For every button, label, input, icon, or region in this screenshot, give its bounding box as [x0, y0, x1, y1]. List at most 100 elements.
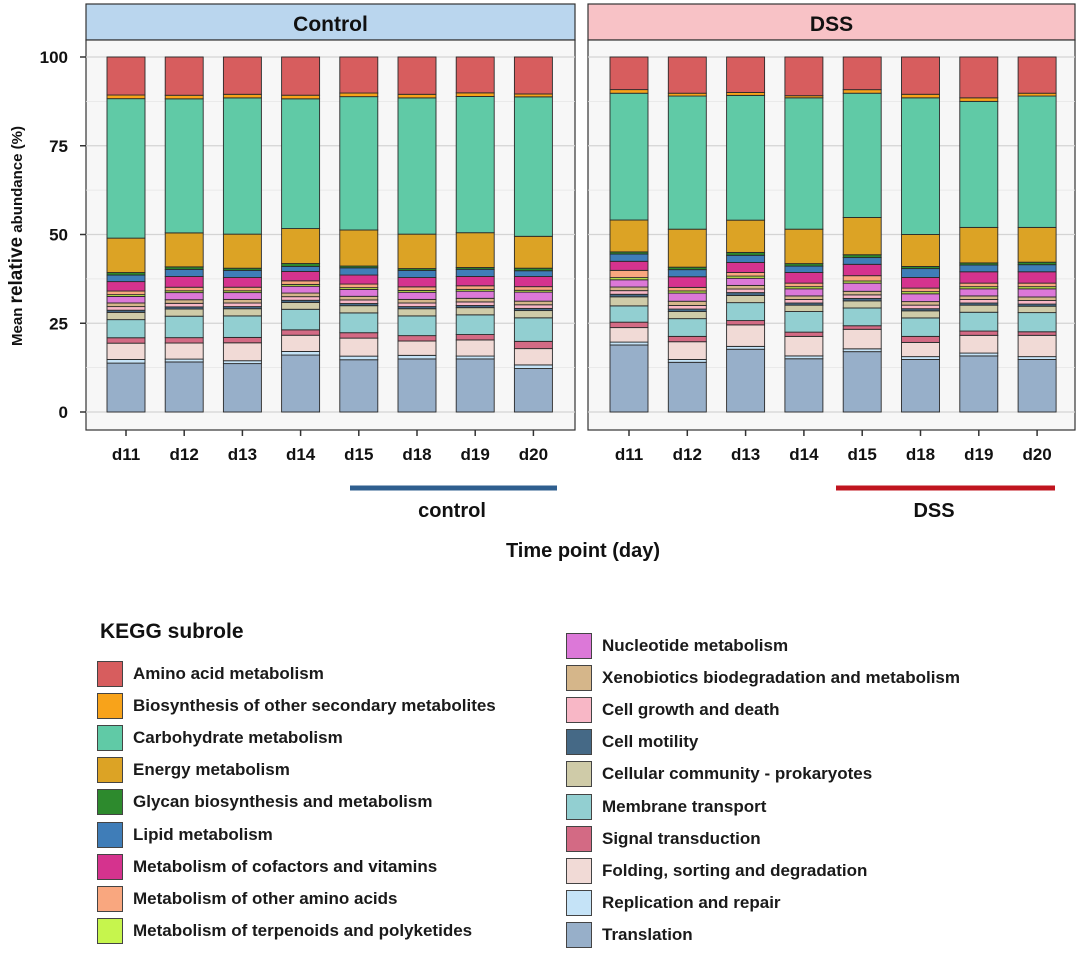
bar-segment-d18-replication-and-repair: [397, 354, 437, 360]
bar-segment-d18-metabolism-of-cofactors-and-vitamins: [397, 277, 437, 288]
bar-segment-d14-xenobiotics-biodegradation-and-metabolism: [784, 295, 824, 300]
legend-label: Lipid metabolism: [133, 824, 273, 844]
bar-segment-d20-energy-metabolism: [513, 235, 553, 269]
bar-segment-d13-membrane-transport: [726, 302, 766, 322]
bar-segment-d13-energy-metabolism: [726, 219, 766, 253]
legend-swatch: [97, 853, 123, 880]
bar-segment-d20-cellular-community-prokaryotes: [1017, 305, 1057, 314]
bar-segment-d20-metabolism-of-other-amino-acids: [513, 286, 553, 291]
bar-segment-d13-carbohydrate-metabolism: [222, 97, 262, 235]
bar-segment-d11-amino-acid-metabolism: [609, 56, 649, 91]
bar-segment-d13-amino-acid-metabolism: [726, 56, 766, 93]
legend-label: Cell growth and death: [602, 700, 780, 720]
bar-segment-d20-xenobiotics-biodegradation-and-metabolism: [1017, 296, 1057, 301]
bar-segment-d11-lipid-metabolism: [106, 274, 146, 283]
legend-swatch: [97, 917, 123, 944]
bar-segment-d13-translation: [726, 348, 766, 413]
x-tick-label-d20: d20: [519, 445, 548, 464]
bar-segment-d18-translation: [397, 358, 437, 413]
legend-swatch: [566, 665, 592, 692]
legend-label: Cell motility: [602, 732, 699, 752]
bar-segment-d20-xenobiotics-biodegradation-and-metabolism: [513, 300, 553, 306]
bar-segment-d20-metabolism-of-cofactors-and-vitamins: [513, 276, 553, 288]
bar-segment-d15-biosynthesis-of-other-secondary-metabolites: [842, 89, 882, 94]
legend-label: Carbohydrate metabolism: [133, 728, 343, 748]
bar-segment-d13-amino-acid-metabolism: [222, 56, 262, 95]
bar-segment-d11-metabolism-of-other-amino-acids: [106, 290, 146, 296]
legend-item: Nucleotide metabolism: [566, 632, 788, 660]
bar-segment-d12-metabolism-of-cofactors-and-vitamins: [667, 276, 707, 288]
bar-segment-d19-amino-acid-metabolism: [455, 56, 495, 94]
bar-segment-d13-lipid-metabolism: [222, 269, 262, 278]
x-tick-label-d18: d18: [402, 445, 431, 464]
bar-segment-d12-carbohydrate-metabolism: [164, 98, 204, 234]
bar-segment-d11-signal-transduction: [609, 321, 649, 329]
legend-swatch: [566, 825, 592, 852]
legend-item: Metabolism of other amino acids: [97, 885, 398, 913]
legend-label: Folding, sorting and degradation: [602, 860, 868, 880]
bar-segment-d15-energy-metabolism: [339, 229, 379, 267]
bar-segment-d20-amino-acid-metabolism: [1017, 56, 1057, 94]
bar-segment-d12-translation: [667, 361, 707, 413]
legend-swatch: [97, 885, 123, 912]
bar-segment-d14-amino-acid-metabolism: [784, 56, 824, 97]
bar-segment-d18-biosynthesis-of-other-secondary-metabolites: [397, 93, 437, 99]
bar-segment-d19-biosynthesis-of-other-secondary-metabolites: [959, 97, 999, 102]
bar-segment-d13-translation: [222, 363, 262, 413]
bar-segment-d15-metabolism-of-other-amino-acids: [842, 275, 882, 282]
bar-segment-d11-translation: [106, 362, 146, 413]
bar-segment-d15-metabolism-of-other-amino-acids: [339, 283, 379, 289]
bar-segment-d20-nucleotide-metabolism: [513, 291, 553, 302]
bar-segment-d12-cell-growth-and-death: [667, 305, 707, 310]
legend-item: Folding, sorting and degradation: [566, 857, 867, 885]
x-tick-label-d12: d12: [673, 445, 702, 464]
bar-segment-d12-amino-acid-metabolism: [667, 56, 707, 94]
bar-segment-d13-cell-growth-and-death: [726, 288, 766, 294]
bar-segment-d12-energy-metabolism: [164, 232, 204, 268]
x-tick-label-d11: d11: [112, 445, 140, 464]
bar-segment-d20-metabolism-of-other-amino-acids: [1017, 282, 1057, 288]
x-tick-label-d15: d15: [848, 445, 877, 464]
bar-segment-d12-amino-acid-metabolism: [164, 56, 204, 96]
bar-segment-d12-metabolism-of-other-amino-acids: [667, 286, 707, 292]
bar-segment-d14-lipid-metabolism: [784, 265, 824, 273]
legend-item: Translation: [566, 921, 693, 949]
bar-segment-d15-replication-and-repair: [339, 355, 379, 361]
panel-title: DSS: [810, 13, 853, 36]
bar-segment-d20-folding-sorting-and-degradation: [513, 348, 553, 366]
bar-segment-d18-metabolism-of-other-amino-acids: [901, 287, 940, 293]
legend-swatch: [566, 633, 592, 659]
bar-segment-d18-cell-growth-and-death: [397, 302, 437, 308]
bar-segment-d19-carbohydrate-metabolism: [455, 95, 495, 234]
bar-segment-d15-metabolism-of-cofactors-and-vitamins: [339, 274, 379, 285]
bar-segment-d15-amino-acid-metabolism: [842, 56, 882, 91]
bar-segment-d19-energy-metabolism: [959, 226, 999, 264]
legend-swatch: [97, 821, 123, 848]
bar-segment-d12-cellular-community-prokaryotes: [164, 308, 204, 317]
bar-segment-d20-membrane-transport: [1017, 312, 1057, 333]
bar-segment-d20-signal-transduction: [513, 340, 553, 350]
legend-item: Xenobiotics biodegradation and metabolis…: [566, 664, 960, 692]
legend-label: Metabolism of other amino acids: [133, 888, 398, 908]
legend-swatch: [566, 761, 592, 788]
legend-swatch: [566, 793, 592, 820]
bar-segment-d14-membrane-transport: [281, 308, 321, 331]
bar-segment-d19-cell-growth-and-death: [959, 299, 999, 304]
bar-segment-d19-lipid-metabolism: [455, 268, 495, 277]
bar-segment-d12-folding-sorting-and-degradation: [164, 342, 204, 360]
x-tick-label-d13: d13: [228, 445, 257, 464]
y-tick-label-75: 75: [49, 137, 68, 156]
bar-segment-d20-energy-metabolism: [1017, 226, 1057, 263]
bar-segment-d12-metabolism-of-other-amino-acids: [164, 286, 204, 292]
bar-segment-d14-folding-sorting-and-degradation: [784, 335, 824, 357]
bar-segment-d11-cell-growth-and-death: [609, 290, 649, 295]
bar-segment-d19-membrane-transport: [455, 314, 495, 335]
bar-segment-d18-cellular-community-prokaryotes: [397, 308, 437, 317]
bar-segment-d14-metabolism-of-cofactors-and-vitamins: [281, 270, 321, 282]
panel-strip-dss: [587, 3, 1076, 41]
bar-segment-d15-nucleotide-metabolism: [339, 289, 379, 297]
bar-segment-d11-signal-transduction: [106, 337, 146, 344]
bar-segment-d18-biosynthesis-of-other-secondary-metabolites: [901, 93, 940, 99]
bar-segment-d18-signal-transduction: [397, 335, 437, 342]
